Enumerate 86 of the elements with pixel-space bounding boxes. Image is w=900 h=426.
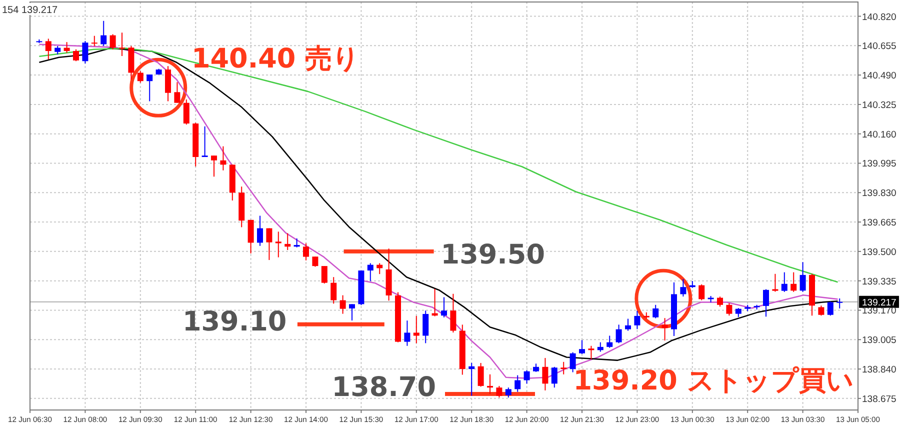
y-tick-label: 138.840 [862,364,896,376]
candlestick [303,242,309,261]
candlestick [726,302,732,316]
candlestick [790,272,797,292]
candlestick [625,318,631,332]
candlestick [91,35,98,47]
candlestick [662,318,668,342]
annotation: 138.70 [332,372,436,403]
candlestick [560,361,567,375]
candlestick [413,315,420,344]
candlestick [220,146,226,171]
candlestick [827,300,834,316]
y-tick-label: 140.820 [862,12,896,23]
candlestick [321,266,328,284]
candlestick [487,374,493,394]
ref-line-label: 139.217 [862,297,896,308]
candlestick [257,215,263,246]
candlestick [496,385,502,398]
candlestick [284,232,291,251]
candlestick [588,345,594,360]
candlestick [330,276,337,304]
annotation: 139.50 [440,239,546,270]
candlestick [634,310,640,330]
y-tick-label: 140.325 [862,100,896,111]
candlestick [248,219,254,254]
candlestick [367,262,374,282]
candlestick [422,310,429,344]
candlestick [468,362,475,396]
annotation: 154 139.217 [2,5,58,16]
candlestick [165,66,171,102]
candlestick [73,48,79,62]
candlestick [551,366,558,388]
candlestick [450,293,456,333]
candlestick [616,324,622,344]
candlestick [478,362,484,388]
y-tick-label: 139.995 [862,158,896,170]
candlestick [524,370,530,384]
y-tick-label: 139.500 [862,246,896,258]
candlestick [174,82,180,104]
candlestick [717,296,723,308]
candlestick [275,231,282,258]
y-tick-label: 139.830 [862,188,896,200]
y-tick-label: 139.335 [862,276,896,288]
candlestick [183,98,190,126]
y-tick-label: 140.490 [862,70,896,82]
candlestick [818,305,824,316]
candlestick [266,228,272,260]
candlestick [570,352,576,373]
candlestick [763,288,769,318]
candlestick [781,272,788,292]
candlestick [404,320,410,346]
y-tick-label: 139.170 [862,306,896,317]
candlestick [652,304,659,319]
candlestick [45,38,52,60]
candlestick [606,335,613,348]
candlestick [800,262,806,292]
annotation: 139.10 [182,306,287,338]
candlestick [64,42,70,54]
candlestick [579,340,585,355]
candlestick [211,155,217,178]
y-tick-label: 138.675 [862,394,896,405]
candlestick [597,342,604,352]
candlestick [772,273,778,292]
candlestick [441,296,447,318]
candlestick [110,34,116,50]
candlestick [542,357,548,391]
annotation: 140.40 売り [191,43,360,74]
candlestick [202,126,208,158]
candlestick [312,256,318,268]
candlestick [82,40,88,64]
candlestick [137,70,144,84]
candlestick [680,278,686,298]
candlestick [119,32,125,56]
candlestick [340,294,346,314]
candlestick [505,387,512,398]
y-tick-label: 140.655 [862,41,896,52]
candlestick [698,284,705,301]
y-tick-label: 140.160 [862,129,896,140]
candlestick [146,74,153,102]
candlestick [100,20,107,47]
candlestick [514,374,521,392]
candlestick [836,298,843,309]
y-tick-label: 139.005 [862,335,896,346]
y-tick-label: 139.665 [862,218,896,229]
annotation: 139.20 ストップ買い [573,366,854,397]
candlestick [349,304,355,322]
